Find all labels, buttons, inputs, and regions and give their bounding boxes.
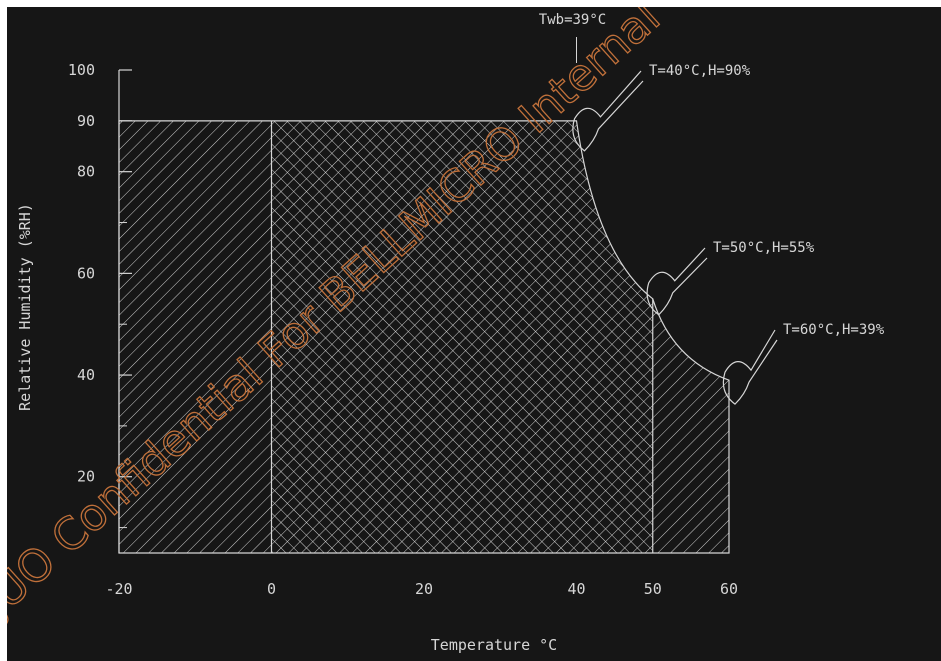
chart-svg: 100 90 80 60 40 20 -20 0 20 40 50 60 Twb=39°C T=40°… [7,7,885,654]
y-tick-label: 80 [77,163,95,181]
x-tick-label: 0 [267,580,276,598]
y-tick-label: 40 [77,366,95,384]
x-tick-label: 20 [415,580,433,598]
callout-pointer [722,329,778,405]
y-axis-title: Relative Humidity (%RH) [16,203,34,411]
callout-pointer [572,70,644,152]
chart-canvas: 100 90 80 60 40 20 -20 0 20 40 50 60 Twb=39°C T=40°… [7,7,941,661]
callout-label: T=40°C,H=90% [649,63,751,79]
operating-region-recommended [271,120,653,553]
x-tick-label: 60 [720,580,738,598]
callout-label: T=60°C,H=39% [783,322,885,338]
callout-label: T=50°C,H=55% [713,240,815,256]
y-tick-label: 20 [77,468,95,486]
y-tick-label: 90 [77,112,95,130]
callout-pointer [646,247,708,316]
x-tick-label: -20 [105,580,132,598]
x-tick-label: 40 [567,580,585,598]
x-axis-title: Temperature °C [431,636,557,654]
y-tick-label: 60 [77,264,95,282]
twb-annotation: Twb=39°C [539,12,606,28]
x-tick-label: 50 [644,580,662,598]
y-tick-label: 100 [68,61,95,79]
